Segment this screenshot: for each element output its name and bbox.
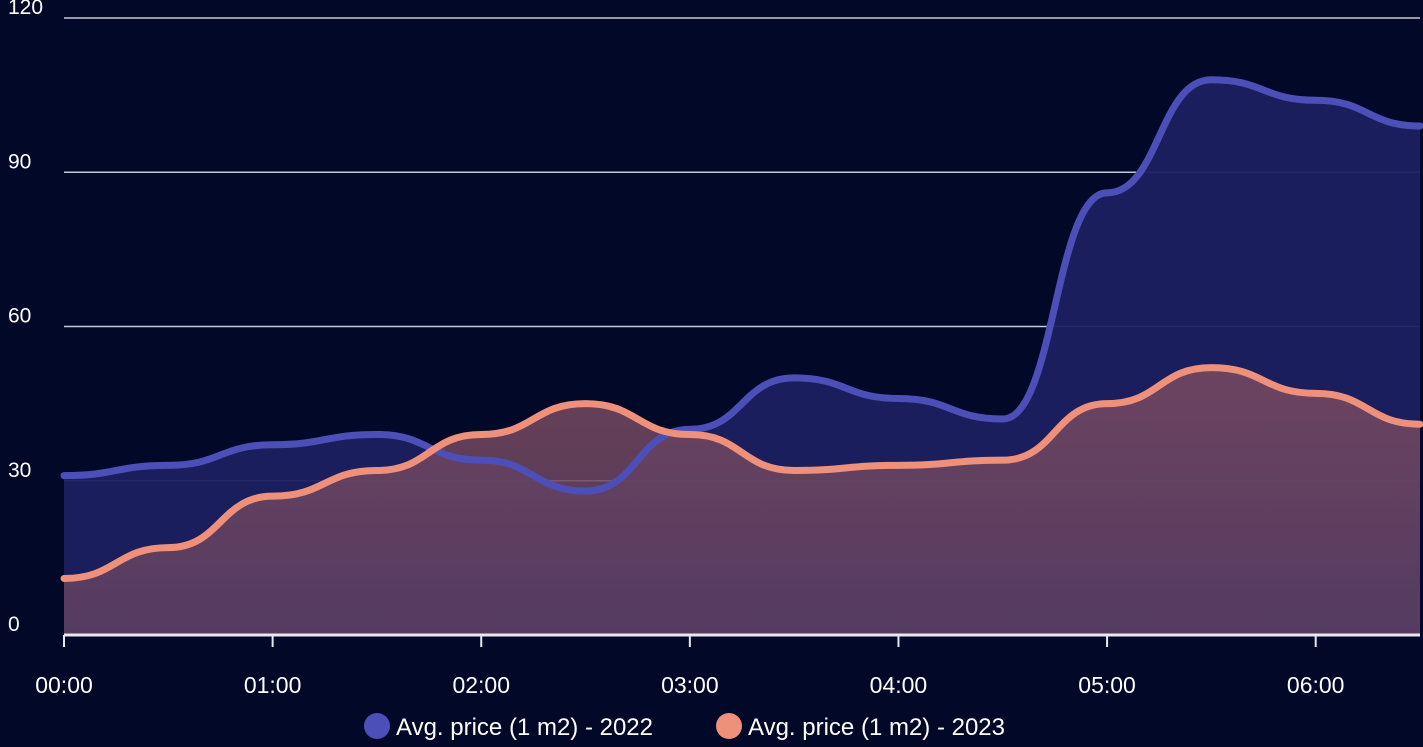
legend-marker (364, 713, 390, 739)
y-tick-label: 90 (8, 150, 31, 173)
x-tick-label: 04:00 (870, 672, 928, 698)
series-area-2 (64, 367, 1420, 635)
x-tick-label: 00:00 (35, 672, 93, 698)
y-tick-label: 120 (8, 0, 43, 19)
series-areas (64, 79, 1420, 635)
legend-item-2[interactable]: Avg. price (1 m2) - 2023 (716, 713, 1005, 741)
x-tick-label: 03:00 (661, 672, 719, 698)
legend-item-1[interactable]: Avg. price (1 m2) - 2022 (364, 713, 653, 741)
x-tick-label: 06:00 (1287, 672, 1345, 698)
series-line-1[interactable] (60, 76, 1423, 495)
series-lines (60, 76, 1423, 582)
legend-label: Avg. price (1 m2) - 2022 (396, 714, 653, 741)
axes: 0 30 60 90 120 00:00 01:00 02:00 03:00 04:00 05:00… (8, 0, 1420, 698)
legend-marker (716, 713, 742, 739)
y-tick-label: 0 (8, 613, 20, 636)
y-tick-label: 60 (8, 305, 31, 328)
y-tick-label: 30 (8, 459, 31, 482)
x-tick-label: 02:00 (452, 672, 510, 698)
series-line-2[interactable] (60, 364, 1423, 582)
x-tick-label: 05:00 (1078, 672, 1136, 698)
legend-label: Avg. price (1 m2) - 2023 (748, 714, 1005, 741)
x-tick-label: 01:00 (244, 672, 302, 698)
legend: Avg. price (1 m2) - 2022 Avg. price (1 m2… (364, 713, 1005, 741)
